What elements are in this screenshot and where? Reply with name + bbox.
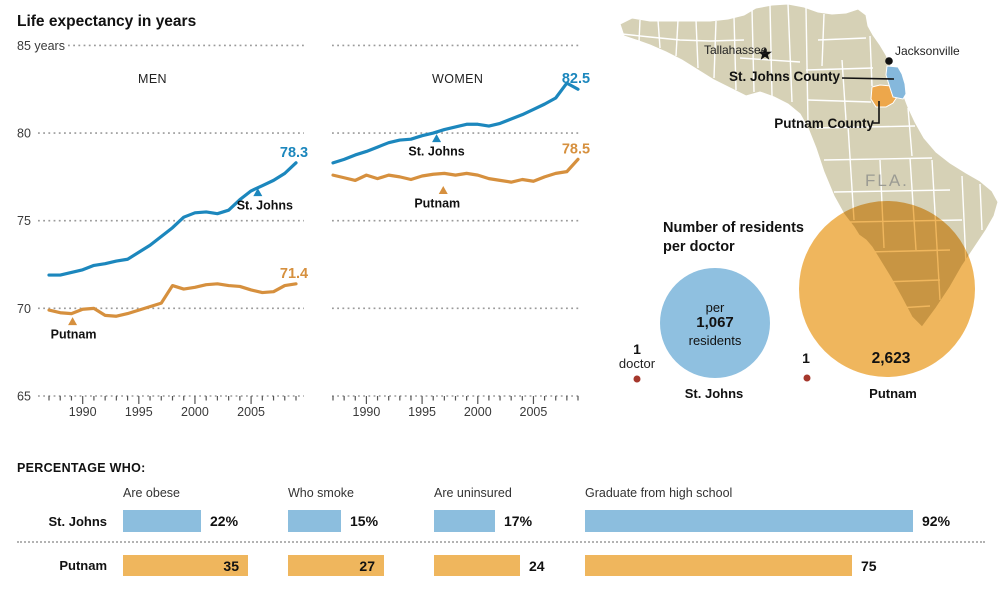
bar-category-header: Graduate from high school [585,486,733,500]
putnam-residents-circle [799,201,975,377]
x-axis-label: 2005 [237,405,265,419]
y-axis-label: 75 [17,214,31,228]
y-axis-label: 70 [17,302,31,316]
bar-value: 27 [359,558,375,574]
bar-category-header: Who smoke [288,486,354,500]
women-line-chart: 1990 1995 2000 2005 WOMEN 82.5 78.5 St. Johns Pu… [331,44,590,419]
series-line-putnam [331,157,580,184]
bar-value: 92% [922,513,951,529]
x-axis-label: 1990 [69,405,97,419]
putnam-leader-line [873,101,880,124]
putnam-circle-caption: Putnam [869,386,917,401]
bar-value: 22% [210,513,239,529]
x-axis-label: 2005 [520,405,548,419]
stjohns-county-shape [885,65,907,100]
row-separator [17,541,985,543]
x-axis-label: 1995 [125,405,153,419]
florida-map [619,3,999,383]
bar [123,510,201,532]
stjohns-leader-line [841,77,895,80]
bar-value: 24 [529,558,545,574]
putnam-county-label: Putnam County [774,116,874,131]
bar [434,555,520,576]
series-end-value: 78.3 [280,145,308,161]
x-axis-label: 2000 [464,405,492,419]
panel-label: WOMEN [432,72,483,86]
y-axis-label: 85 years [17,39,65,53]
series-marker-triangle [68,317,78,326]
tallahassee-label: Tallahassee [704,43,768,57]
stjohns-circle-residents: residents [688,333,742,348]
doctor-panel-title-line2: per doctor [663,239,735,255]
stjohns-residents-circle [660,268,770,378]
bar-value: 15% [350,513,379,529]
stjohns-county-label: St. Johns County [729,69,840,84]
bar-row-label: St. Johns [48,514,107,529]
series-name-label: St. Johns [408,145,464,159]
bar [585,510,913,532]
series-end-value: 78.5 [562,141,590,157]
tallahassee-star-icon [758,47,772,60]
putnam-doctor-count: 1 [802,350,810,366]
stjohns-circle-value: 1,067 [696,314,734,331]
x-axis-label: 2000 [181,405,209,419]
state-abbr-label: FLA. [865,171,909,190]
series-line-putnam [47,282,298,318]
y-axis-label: 65 [17,390,31,404]
series-name-label: Putnam [414,196,460,210]
x-axis-label: 1990 [353,405,381,419]
bar-category-header: Are uninsured [434,486,512,500]
putnam-circle-value: 2,623 [871,350,911,367]
bar-category-header: Are obese [123,486,180,500]
bar-value: 75 [861,558,877,574]
bar-row-label: Putnam [59,558,107,573]
bar [123,555,248,576]
bar [288,555,384,576]
stjohns-circle-per: per [705,300,725,315]
jacksonville-dot-icon [885,57,893,65]
series-marker-triangle [438,185,448,194]
bar-value: 17% [504,513,533,529]
men-line-chart: 85 years 80 75 70 65 1990 1995 2000 2005 MEN 78.3 7… [17,39,308,419]
series-end-value: 71.4 [280,266,308,282]
series-name-label: St. Johns [237,199,293,213]
x-axis-label: 1995 [408,405,436,419]
series-line-st-johns [47,161,298,277]
doctor-panel-title-line1: Number of residents [663,220,804,236]
series-marker-triangle [253,188,263,197]
stjohns-doctor-count: 1 [633,341,641,357]
bar [434,510,495,532]
stjohns-circle-caption: St. Johns [684,386,744,401]
stjohns-doctor-dot-icon [633,375,641,383]
bar [585,555,852,576]
y-axis-label: 80 [17,127,31,141]
jacksonville-label: Jacksonville [895,44,960,58]
panel-label: MEN [138,72,167,86]
bar-value: 35 [223,558,239,574]
page-title: Life expectancy in years [17,13,197,30]
stjohns-doctor-word: doctor [618,356,656,371]
series-name-label: Putnam [51,328,97,342]
bars-section-title: PERCENTAGE WHO: [17,461,146,475]
series-end-value: 82.5 [562,71,590,87]
series-marker-triangle [432,134,442,143]
bar [288,510,341,532]
series-line-st-johns [331,81,580,165]
putnam-doctor-dot-icon [803,374,811,382]
